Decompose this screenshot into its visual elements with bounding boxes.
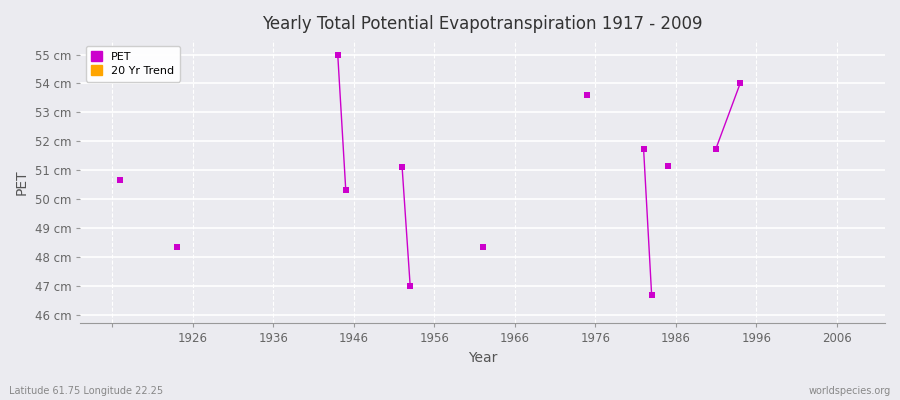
X-axis label: Year: Year <box>468 351 498 365</box>
Point <box>644 291 659 298</box>
Point <box>403 283 418 289</box>
Point <box>169 244 184 250</box>
Point <box>709 145 724 152</box>
Point <box>580 92 594 98</box>
Text: worldspecies.org: worldspecies.org <box>809 386 891 396</box>
Y-axis label: PET: PET <box>15 169 29 194</box>
Point <box>330 51 345 58</box>
Point <box>475 244 490 250</box>
Point <box>636 145 651 152</box>
Legend: PET, 20 Yr Trend: PET, 20 Yr Trend <box>86 46 180 82</box>
Point <box>395 164 410 170</box>
Point <box>113 177 128 184</box>
Point <box>733 80 747 87</box>
Text: Latitude 61.75 Longitude 22.25: Latitude 61.75 Longitude 22.25 <box>9 386 163 396</box>
Point <box>338 187 353 194</box>
Point <box>661 163 675 169</box>
Title: Yearly Total Potential Evapotranspiration 1917 - 2009: Yearly Total Potential Evapotranspiratio… <box>263 15 703 33</box>
